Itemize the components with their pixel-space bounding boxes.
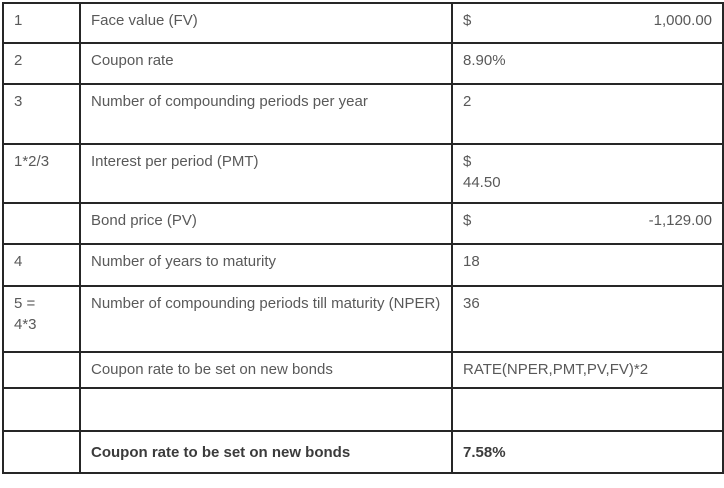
table-row: 1 Face value (FV) $ 1,000.00 (2, 2, 724, 44)
currency-value: $ 44.50 (463, 151, 712, 193)
currency-symbol: $ (463, 153, 472, 170)
table-row: 3 Number of compounding periods per year… (2, 83, 724, 145)
currency-symbol: $ (463, 212, 472, 229)
row-label-cell (79, 387, 453, 432)
table-row: Bond price (PV) $ -1,129.00 (2, 202, 724, 245)
cell-value: RATE(NPER,PMT,PV,FV)*2 (463, 361, 649, 378)
row-ref-cell: 1 (2, 2, 81, 44)
row-label-cell: Number of compounding periods per year (79, 83, 453, 145)
row-value-cell: 7.58% (451, 430, 724, 474)
currency-symbol: $ (463, 12, 472, 29)
cell-value: 8.90% (463, 52, 506, 69)
row-ref-cell: 4 (2, 243, 81, 287)
row-label-cell: Interest per period (PMT) (79, 143, 453, 204)
row-ref-cell (2, 202, 81, 245)
currency-value: $ 1,000.00 (463, 10, 712, 31)
row-value-cell: $ -1,129.00 (451, 202, 724, 245)
table-row: Coupon rate to be set on new bonds RATE(… (2, 351, 724, 389)
cell-value: 7.58% (463, 443, 506, 461)
cell-value: 18 (463, 253, 480, 270)
row-ref-cell: 3 (2, 83, 81, 145)
row-ref-cell (2, 351, 81, 389)
table-row: 1*2/3 Interest per period (PMT) $ 44.50 (2, 143, 724, 204)
table-row (2, 387, 724, 432)
row-ref-cell: 1*2/3 (2, 143, 81, 204)
row-label-cell: Face value (FV) (79, 2, 453, 44)
cell-value: 2 (463, 93, 472, 110)
row-label-cell: Number of compounding periods till matur… (79, 285, 453, 353)
value-amount: -1,129.00 (648, 212, 712, 229)
row-value-cell: 2 (451, 83, 724, 145)
row-value-cell: 8.90% (451, 42, 724, 85)
row-ref-cell (2, 430, 81, 474)
bond-calculation-table: 1 Face value (FV) $ 1,000.00 2 Coupon ra… (2, 2, 724, 474)
currency-value: $ -1,129.00 (463, 210, 712, 231)
cell-value: 36 (463, 295, 480, 312)
table-row: 5 = 4*3 Number of compounding periods ti… (2, 285, 724, 353)
row-label-cell: Coupon rate to be set on new bonds (79, 351, 453, 389)
row-ref-cell (2, 387, 81, 432)
row-label-cell: Coupon rate (79, 42, 453, 85)
row-value-cell: 36 (451, 285, 724, 353)
row-label-cell: Bond price (PV) (79, 202, 453, 245)
row-label-cell: Coupon rate to be set on new bonds (79, 430, 453, 474)
row-value-cell: $ 44.50 (451, 143, 724, 204)
table-row: 2 Coupon rate 8.90% (2, 42, 724, 85)
table-row-result: Coupon rate to be set on new bonds 7.58% (2, 430, 724, 474)
row-label-cell: Number of years to maturity (79, 243, 453, 287)
row-value-cell: 18 (451, 243, 724, 287)
value-amount: 1,000.00 (653, 12, 712, 29)
table-row: 4 Number of years to maturity 18 (2, 243, 724, 287)
row-value-cell: $ 1,000.00 (451, 2, 724, 44)
row-value-cell (451, 387, 724, 432)
row-value-cell: RATE(NPER,PMT,PV,FV)*2 (451, 351, 724, 389)
value-amount: 44.50 (463, 174, 501, 191)
row-ref-cell: 5 = 4*3 (2, 285, 81, 353)
row-ref-cell: 2 (2, 42, 81, 85)
